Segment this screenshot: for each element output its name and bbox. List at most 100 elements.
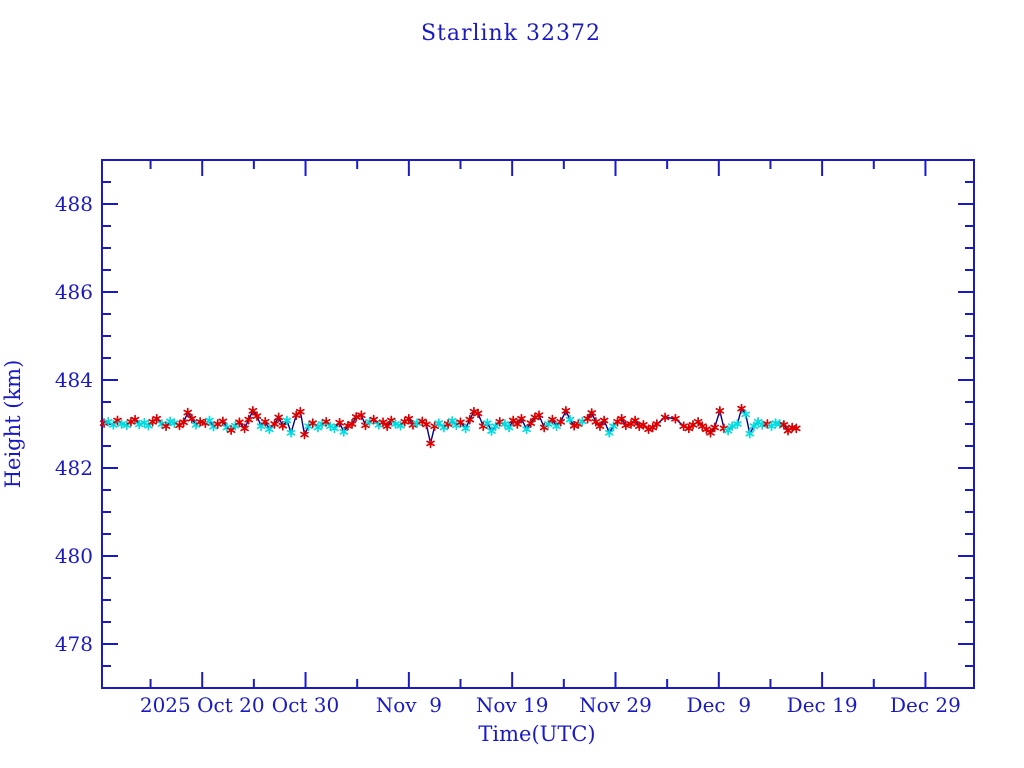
data-marker-red-asterisk bbox=[706, 427, 715, 438]
data-marker-cyan-asterisk bbox=[205, 415, 214, 426]
data-marker-cyan-asterisk bbox=[565, 414, 575, 425]
x-tick-label: Dec 19 bbox=[787, 693, 858, 717]
data-marker-red-asterisk bbox=[621, 420, 631, 431]
y-tick-label: 480 bbox=[55, 544, 93, 568]
data-marker-red-asterisk bbox=[684, 423, 694, 434]
x-tick-label: Nov 19 bbox=[476, 693, 549, 717]
data-marker-red-asterisk bbox=[179, 417, 188, 428]
data-marker-cyan-asterisk bbox=[483, 418, 492, 428]
data-marker-cyan-asterisk bbox=[500, 419, 510, 429]
y-tick-label: 488 bbox=[55, 192, 93, 216]
data-marker-red-asterisk bbox=[99, 418, 109, 428]
data-marker-cyan-asterisk bbox=[313, 422, 323, 433]
data-marker-red-asterisk bbox=[382, 421, 392, 432]
data-marker-red-asterisk bbox=[587, 408, 597, 418]
data-marker-red-asterisk bbox=[386, 415, 396, 426]
data-marker-red-asterisk bbox=[517, 413, 526, 424]
y-tick-label: 484 bbox=[55, 368, 93, 392]
data-marker-red-asterisk bbox=[456, 417, 465, 428]
data-marker-red-asterisk bbox=[335, 417, 344, 428]
data-marker-cyan-asterisk bbox=[733, 419, 742, 429]
data-marker-cyan-asterisk bbox=[504, 422, 514, 433]
data-marker-red-asterisk bbox=[248, 405, 258, 416]
data-marker-cyan-asterisk bbox=[412, 418, 422, 428]
data-marker-red-asterisk bbox=[660, 412, 670, 423]
plot-area: 2025 Oct 20 Oct 30 Nov 9 Nov 19 Nov 29 Dec 9 D… bbox=[55, 159, 975, 717]
data-marker-cyan-asterisk bbox=[604, 427, 614, 438]
data-marker-red-asterisk bbox=[715, 405, 725, 416]
data-marker-cyan-asterisk bbox=[439, 422, 449, 433]
x-tick-label: Dec 29 bbox=[890, 693, 961, 717]
data-marker-red-asterisk bbox=[240, 423, 249, 434]
data-marker-red-asterisk bbox=[534, 410, 544, 421]
data-marker-red-asterisk bbox=[270, 419, 279, 429]
data-marker-red-asterisk bbox=[779, 420, 789, 430]
data-marker-red-asterisk bbox=[595, 421, 605, 432]
data-marker-red-asterisk bbox=[737, 403, 746, 414]
data-marker-red-asterisk bbox=[671, 413, 680, 424]
data-marker-red-asterisk bbox=[599, 415, 609, 426]
data-marker-red-asterisk bbox=[626, 419, 636, 429]
data-marker-red-asterisk bbox=[561, 405, 571, 416]
data-marker-red-asterisk bbox=[351, 412, 361, 422]
x-tick-label: 2025 Oct 20 bbox=[140, 693, 265, 717]
data-marker-red-asterisk bbox=[556, 416, 566, 427]
data-marker-cyan-asterisk bbox=[230, 420, 240, 431]
data-marker-red-asterisk bbox=[473, 408, 483, 419]
y-tick-label: 486 bbox=[55, 280, 93, 304]
data-marker-red-asterisk bbox=[357, 410, 366, 421]
data-marker-red-asterisk bbox=[702, 424, 711, 435]
data-marker-red-asterisk bbox=[648, 422, 657, 433]
y-tick-label: 482 bbox=[55, 456, 93, 480]
data-marker-cyan-asterisk bbox=[745, 428, 755, 439]
y-tick-label: 478 bbox=[55, 632, 93, 656]
data-marker-red-asterisk bbox=[113, 415, 122, 426]
data-marker-red-asterisk bbox=[630, 415, 640, 426]
data-marker-red-asterisk bbox=[465, 414, 475, 425]
data-marker-cyan-asterisk bbox=[134, 419, 144, 430]
data-marker-cyan-asterisk bbox=[741, 409, 750, 420]
data-marker-red-asterisk bbox=[244, 414, 254, 425]
x-axis-title: Time(UTC) bbox=[478, 722, 595, 746]
data-marker-red-asterisk bbox=[252, 411, 262, 421]
data-marker-red-asterisk bbox=[639, 420, 648, 430]
data-marker-cyan-asterisk bbox=[522, 424, 531, 435]
data-marker-red-asterisk bbox=[235, 417, 244, 428]
data-marker-cyan-asterisk bbox=[434, 418, 444, 428]
data-marker-red-asterisk bbox=[308, 418, 318, 428]
data-marker-red-asterisk bbox=[404, 413, 414, 424]
x-tick-label: Nov 29 bbox=[579, 693, 652, 717]
data-marker-red-asterisk bbox=[274, 412, 283, 423]
data-marker-red-asterisk bbox=[347, 419, 357, 429]
data-marker-red-asterisk bbox=[300, 429, 309, 440]
data-marker-red-asterisk bbox=[426, 438, 435, 449]
data-marker-red-asterisk bbox=[296, 406, 305, 417]
data-marker-cyan-asterisk bbox=[396, 420, 405, 431]
data-marker-red-asterisk bbox=[513, 419, 522, 429]
data-marker-red-asterisk bbox=[369, 414, 379, 425]
data-marker-red-asterisk bbox=[583, 413, 592, 424]
data-marker-red-asterisk bbox=[791, 423, 801, 434]
data-marker-cyan-asterisk bbox=[282, 415, 292, 426]
data-marker-cyan-asterisk bbox=[117, 419, 126, 429]
data-marker-red-asterisk bbox=[710, 422, 719, 433]
data-marker-red-asterisk bbox=[652, 419, 662, 429]
x-tick-label: Dec 9 bbox=[687, 693, 752, 717]
data-marker-cyan-asterisk bbox=[122, 420, 132, 431]
data-marker-red-asterisk bbox=[195, 416, 205, 427]
data-marker-cyan-asterisk bbox=[265, 424, 274, 435]
data-marker-red-asterisk bbox=[260, 416, 270, 427]
data-marker-red-asterisk bbox=[422, 419, 431, 430]
data-marker-red-asterisk bbox=[183, 407, 193, 418]
chart-title: Starlink 32372 bbox=[421, 21, 601, 46]
x-tick-label: Nov 9 bbox=[376, 693, 442, 717]
data-marker-cyan-asterisk bbox=[330, 423, 339, 434]
data-marker-red-asterisk bbox=[508, 415, 518, 426]
x-tick-label: Oct 30 bbox=[272, 693, 339, 717]
data-marker-red-asterisk bbox=[526, 418, 536, 428]
data-marker-red-asterisk bbox=[218, 416, 228, 427]
data-marker-red-asterisk bbox=[278, 420, 288, 431]
data-marker-red-asterisk bbox=[187, 413, 197, 424]
data-marker-red-asterisk bbox=[634, 421, 644, 432]
